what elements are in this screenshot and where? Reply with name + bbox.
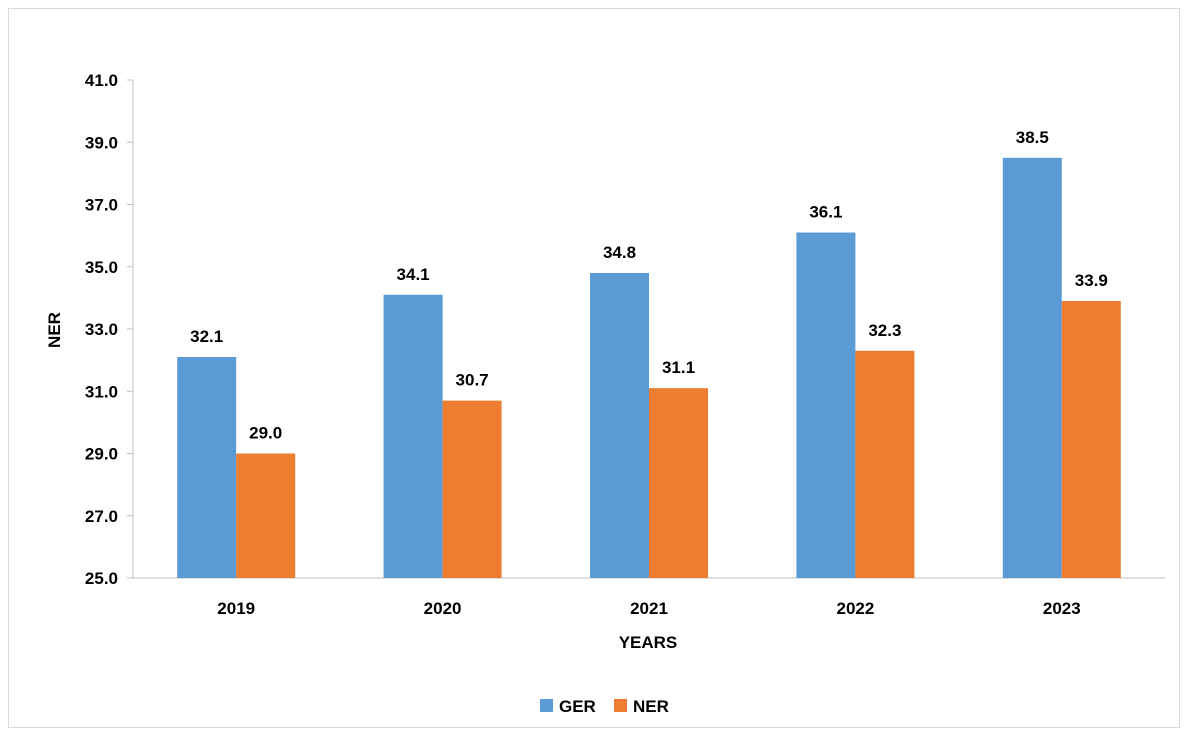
y-tick-label: 31.0: [85, 382, 118, 401]
y-tick-label: 33.0: [85, 320, 118, 339]
data-label-ner-2022: 32.3: [868, 321, 901, 340]
data-labels: 32.1 29.0 34.1 30.7 34.8 31.1 36.1 32.3 38.5 33.9: [190, 128, 1108, 443]
bar-ger-2022: [796, 232, 856, 578]
legend-swatch-ger: [540, 699, 553, 712]
data-label-ger-2019: 32.1: [190, 327, 223, 346]
bar-ner-2019: [236, 453, 296, 578]
x-axis-title: YEARS: [619, 633, 678, 652]
y-tick-label: 25.0: [85, 569, 118, 588]
y-tick-label: 37.0: [85, 196, 118, 215]
legend-swatch-ner: [614, 699, 627, 712]
bars: [177, 157, 1121, 578]
data-label-ger-2023: 38.5: [1016, 128, 1049, 147]
y-tick-label: 29.0: [85, 445, 118, 464]
bar-ger-2023: [1002, 157, 1062, 578]
data-label-ger-2020: 34.1: [397, 265, 430, 284]
bar-ner-2022: [855, 350, 915, 578]
data-label-ner-2020: 30.7: [456, 371, 489, 390]
data-label-ner-2021: 31.1: [662, 358, 695, 377]
bar-ger-2021: [590, 272, 649, 578]
x-tick-label: 2020: [424, 599, 462, 618]
bar-ger-2019: [177, 357, 237, 578]
data-label-ner-2019: 29.0: [249, 424, 282, 443]
y-tick-label: 39.0: [85, 133, 118, 152]
x-tick-label: 2023: [1043, 599, 1081, 618]
y-axis-title: NER: [45, 312, 64, 348]
data-label-ger-2022: 36.1: [809, 203, 842, 222]
x-tick-label: 2019: [217, 599, 255, 618]
x-tick-label: 2022: [836, 599, 874, 618]
data-label-ner-2023: 33.9: [1075, 271, 1108, 290]
axes: 25.0 27.0 29.0 31.0 33.0 35.0 37.0 39.0 41.0 2019…: [85, 71, 1165, 618]
bar-ner-2020: [442, 400, 502, 578]
bar-ner-2021: [649, 388, 708, 578]
legend-label-ner: NER: [633, 697, 669, 716]
legend: GER NER: [540, 697, 669, 716]
bar-ner-2023: [1061, 300, 1121, 578]
data-label-ger-2021: 34.8: [603, 243, 636, 262]
y-tick-label: 35.0: [85, 258, 118, 277]
x-tick-label: 2021: [630, 599, 668, 618]
y-tick-label: 41.0: [85, 71, 118, 90]
legend-label-ger: GER: [559, 697, 596, 716]
bar-ger-2020: [383, 294, 443, 578]
y-tick-label: 27.0: [85, 507, 118, 526]
